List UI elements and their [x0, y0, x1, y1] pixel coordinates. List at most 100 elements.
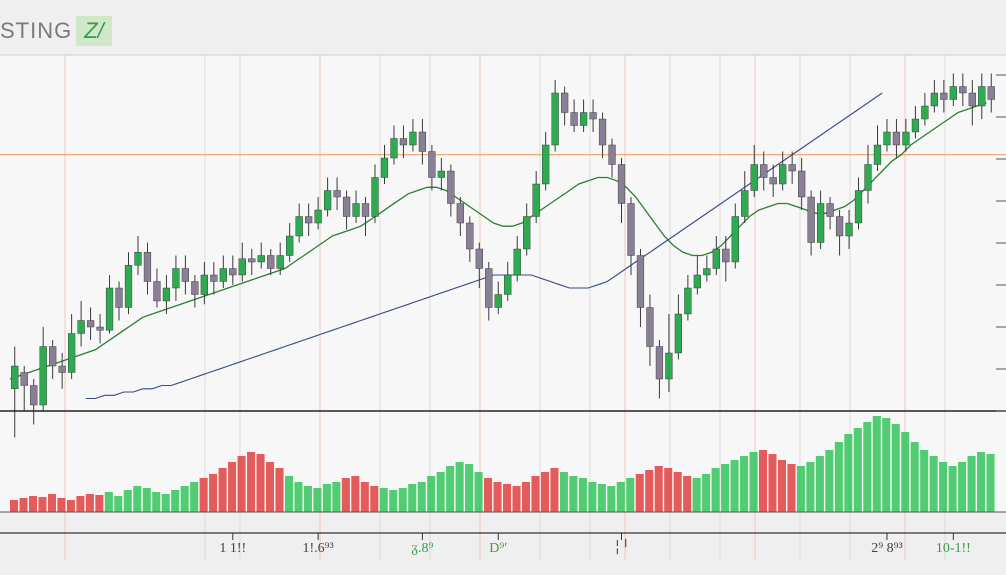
- volume-bar: [787, 464, 796, 512]
- candle-body: [741, 190, 749, 217]
- candle-body: [20, 372, 28, 386]
- candle: [722, 236, 730, 282]
- candle: [921, 93, 929, 126]
- volume-bar: [977, 452, 986, 512]
- candle-body: [636, 255, 645, 308]
- volume-bar: [237, 456, 246, 512]
- candle: [475, 242, 483, 288]
- candle-body: [11, 365, 19, 389]
- volume-bar: [228, 462, 237, 512]
- x-tick-label: 1!.6⁹³: [303, 541, 334, 556]
- candle-body: [579, 112, 588, 126]
- candle-body: [655, 346, 664, 380]
- candle: [940, 80, 948, 113]
- candle-body: [779, 164, 787, 185]
- candle: [655, 340, 664, 399]
- candle-body: [883, 131, 891, 146]
- candle: [494, 281, 502, 314]
- candle: [124, 252, 133, 314]
- volume-bar: [569, 476, 578, 512]
- candle: [598, 112, 607, 158]
- volume-bar: [664, 468, 673, 512]
- volume-bar: [834, 442, 843, 512]
- candle: [826, 197, 834, 230]
- volume-bar: [379, 488, 388, 512]
- volume-bar: [114, 496, 123, 512]
- volume-bar: [180, 486, 189, 512]
- candle-body: [475, 248, 483, 269]
- candle-body: [968, 92, 976, 107]
- candle-body: [437, 170, 445, 178]
- volume-bar: [313, 488, 322, 512]
- candle: [798, 158, 806, 210]
- volume-bar: [199, 478, 208, 512]
- candle: [873, 125, 882, 171]
- candle: [20, 366, 28, 412]
- volume-bar: [796, 466, 805, 512]
- candle-body: [674, 313, 683, 354]
- ma-slow-line: [85, 92, 883, 400]
- candle-body: [608, 144, 616, 165]
- volume-bar: [152, 492, 161, 512]
- volume-bar: [474, 472, 483, 512]
- candle-body: [561, 92, 569, 113]
- volume-bar: [85, 494, 94, 512]
- volume-bar: [806, 462, 815, 512]
- candle-body: [978, 86, 986, 107]
- candle: [181, 255, 190, 295]
- candle-body: [542, 144, 550, 185]
- candle: [105, 275, 114, 334]
- candle: [115, 281, 123, 321]
- candle-body: [286, 235, 294, 256]
- candle-body: [39, 346, 47, 406]
- volume-bar: [95, 495, 104, 512]
- volume-bar: [10, 500, 19, 512]
- volume-bar: [360, 482, 369, 512]
- volume-bar: [910, 442, 919, 512]
- volume-bar: [702, 474, 711, 512]
- candle: [86, 307, 95, 340]
- volume-bar: [332, 482, 341, 512]
- volume-bar: [436, 472, 445, 512]
- candle: [380, 145, 389, 184]
- title-badge: Z/: [76, 16, 112, 46]
- candle-body: [143, 252, 152, 282]
- x-tick-label: ╎╵: [613, 538, 630, 556]
- candles: [11, 73, 995, 438]
- volume-bar: [825, 450, 834, 512]
- candle-body: [257, 255, 265, 263]
- candle-body: [181, 268, 190, 282]
- candle-body: [873, 144, 882, 165]
- candle: [295, 203, 303, 243]
- candle-body: [380, 157, 389, 178]
- candle: [987, 73, 995, 113]
- candle-body: [314, 209, 322, 224]
- candle-body: [428, 151, 436, 178]
- volume-bar: [749, 452, 758, 512]
- candle: [466, 216, 474, 262]
- candle: [200, 262, 208, 305]
- candle-body: [96, 326, 104, 331]
- volume-bar: [721, 464, 730, 512]
- x-tick-label: 1 1!!: [219, 541, 246, 556]
- candle-body: [162, 287, 171, 302]
- candle-body: [684, 287, 692, 315]
- candle: [959, 73, 967, 106]
- candle: [978, 73, 986, 119]
- candle: [684, 275, 692, 321]
- candle: [399, 125, 408, 158]
- candle-body: [219, 268, 227, 282]
- candle-body: [750, 164, 758, 191]
- volume-bar: [133, 486, 142, 512]
- candle: [437, 158, 445, 191]
- volume-bar: [626, 478, 635, 512]
- candle: [731, 203, 739, 269]
- candle-body: [68, 333, 76, 373]
- candle-body: [229, 268, 237, 276]
- candle-body: [646, 307, 654, 347]
- volume-bar: [863, 422, 872, 512]
- candle: [447, 164, 455, 217]
- candle-body: [447, 170, 455, 204]
- candle: [523, 203, 531, 256]
